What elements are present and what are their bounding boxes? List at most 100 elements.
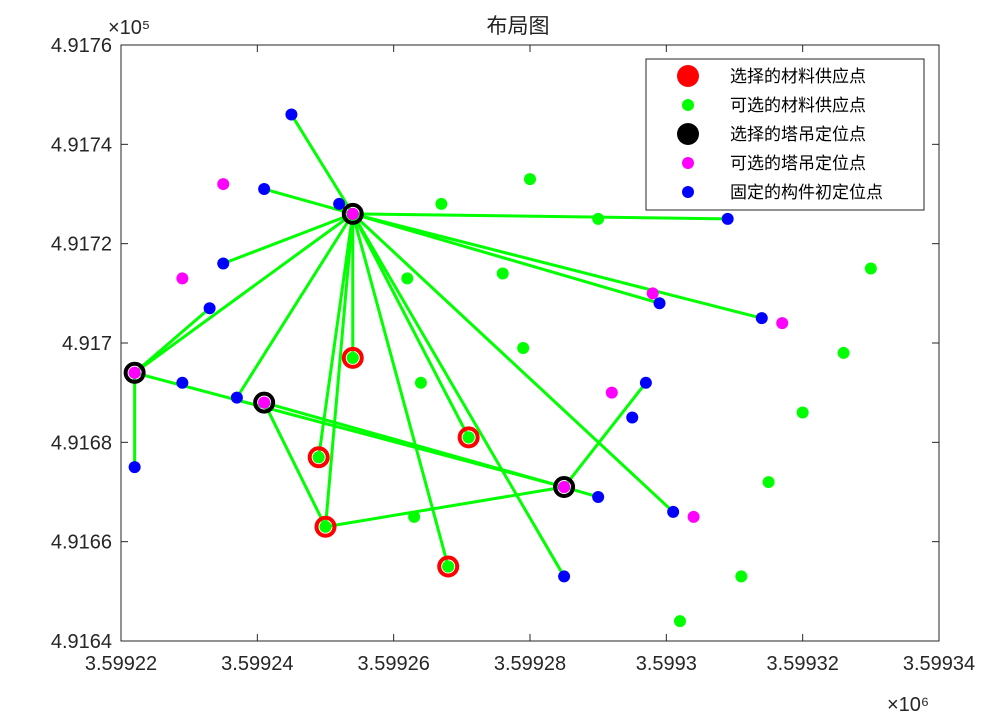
connection-line	[235, 213, 355, 399]
marker-point	[203, 302, 216, 315]
marker-point	[496, 267, 509, 280]
marker-point	[721, 212, 734, 225]
y-tick-label: 4.9172	[51, 234, 112, 256]
legend-marker	[677, 65, 699, 87]
marker-point	[435, 197, 448, 210]
marker-point	[776, 317, 789, 330]
marker-point	[762, 476, 775, 489]
legend-label: 固定的构件初定位点	[730, 183, 883, 203]
y-tick-label: 4.9174	[51, 134, 112, 156]
marker-point	[333, 197, 346, 210]
marker-selected-ring	[457, 426, 480, 449]
marker-point	[592, 212, 605, 225]
connection-line	[351, 213, 566, 578]
marker-selected-ring	[341, 346, 364, 369]
marker-point	[667, 505, 680, 518]
y-tick-label: 4.9168	[51, 432, 112, 454]
marker-point	[796, 406, 809, 419]
connection-line	[351, 213, 470, 439]
marker-point	[258, 396, 271, 409]
marker-point	[414, 376, 427, 389]
connection-line	[133, 307, 211, 374]
marker-point	[346, 207, 359, 220]
marker-point	[128, 366, 141, 379]
marker-point	[653, 297, 666, 310]
marker-point	[128, 461, 141, 474]
legend: 选择的材料供应点可选的材料供应点选择的塔吊定位点可选的塔吊定位点固定的构件初定位…	[645, 58, 925, 211]
x-tick-label: 3.59928	[494, 653, 566, 675]
marker-point	[408, 510, 421, 523]
marker-point	[312, 451, 325, 464]
marker-point	[217, 178, 230, 191]
marker-point	[346, 351, 359, 364]
connection-line	[562, 381, 648, 488]
marker-point	[217, 257, 230, 270]
marker-point	[442, 560, 455, 573]
marker-point	[176, 376, 189, 389]
marker-point	[673, 615, 686, 628]
marker-selected-ring	[253, 391, 276, 414]
legend-label: 可选的塔吊定位点	[730, 154, 866, 174]
connection-line	[351, 212, 675, 513]
marker-point	[755, 312, 768, 325]
marker-point	[837, 346, 850, 359]
marker-selected-ring	[437, 555, 460, 578]
x-tick-label: 3.59934	[903, 653, 975, 675]
legend-marker	[682, 157, 694, 169]
y-multiplier-label: ×10⁵	[108, 17, 150, 39]
chart-title: 布局图	[487, 14, 550, 38]
marker-point	[646, 287, 659, 300]
legend-marker	[682, 186, 694, 198]
marker-point	[626, 411, 639, 424]
connection-line	[263, 401, 565, 489]
marker-point	[230, 391, 243, 404]
connection-lines	[133, 113, 763, 578]
connection-line	[352, 212, 763, 320]
connection-line	[133, 212, 354, 375]
connection-line	[290, 113, 355, 215]
marker-point	[319, 520, 332, 533]
legend-marker	[682, 99, 694, 111]
axes: 3.59922 3.59924 3.59926 3.59928 3.5993 3.5993…	[51, 35, 975, 675]
marker-point	[524, 173, 536, 186]
x-tick-label: 3.59924	[221, 653, 293, 675]
connection-line	[352, 212, 728, 221]
marker-point	[558, 481, 571, 494]
marker-point	[258, 183, 271, 196]
marker-selected-ring	[307, 446, 330, 469]
marker-selected-ring	[553, 476, 576, 499]
marker-point	[735, 570, 748, 583]
x-multiplier-label: ×10⁶	[887, 694, 929, 716]
x-tick-label: 3.5993	[636, 653, 697, 675]
x-tick-label: 3.59926	[358, 653, 430, 675]
marker-point	[558, 570, 571, 583]
y-tick-label: 4.9164	[51, 631, 112, 653]
legend-label: 可选的材料供应点	[730, 96, 866, 116]
x-tick-label: 3.59932	[767, 653, 839, 675]
y-tick-label: 4.9166	[51, 532, 112, 554]
y-tick-label: 4.9176	[51, 35, 112, 57]
legend-label: 选择的塔吊定位点	[730, 125, 866, 145]
marker-selected-ring	[314, 515, 337, 538]
marker-selected-ring	[341, 202, 364, 225]
marker-point	[639, 376, 652, 389]
marker-point	[176, 272, 189, 285]
marker-point	[401, 272, 414, 285]
data-markers	[123, 108, 877, 628]
marker-point	[687, 510, 700, 523]
legend-label: 选择的材料供应点	[730, 67, 866, 87]
connection-line	[325, 485, 565, 529]
connection-line	[352, 212, 660, 305]
connection-line	[324, 213, 355, 527]
y-tick-label: 4.917	[62, 333, 112, 355]
marker-point	[462, 431, 475, 444]
legend-marker	[677, 123, 699, 145]
connection-line	[317, 213, 355, 458]
marker-selected-ring	[123, 361, 146, 384]
connection-line	[262, 401, 327, 528]
x-tick-label: 3.59922	[85, 653, 157, 675]
marker-point	[592, 490, 605, 503]
connection-line	[222, 212, 354, 265]
marker-point	[864, 262, 877, 275]
